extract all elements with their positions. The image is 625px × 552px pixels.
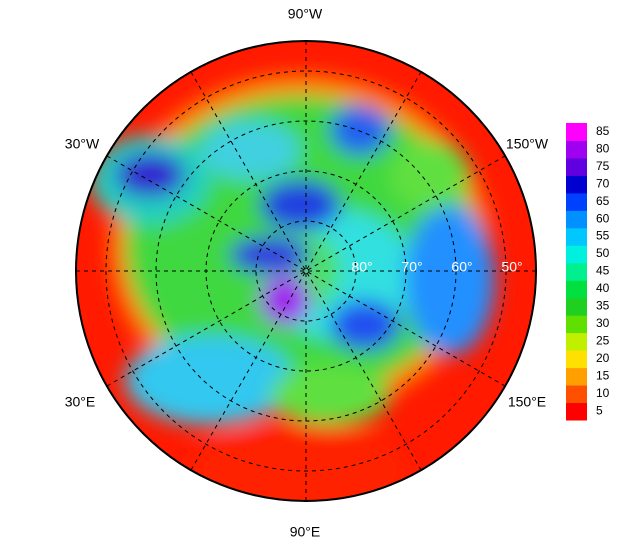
colorbar-tick-label: 25 (596, 334, 610, 348)
colorbar-tick-label: 65 (596, 194, 610, 208)
colorbar-tick-label: 30 (596, 316, 610, 330)
map-border (75, 40, 537, 502)
colorbar-band (566, 210, 587, 229)
colorbar-band (566, 297, 587, 316)
latitude-label: 80° (351, 259, 372, 275)
colorbar-band (566, 157, 587, 176)
colorbar-tick-label: 5 (596, 403, 603, 417)
colorbar-tick-label: 55 (596, 229, 610, 243)
colorbar-band (566, 280, 587, 299)
colorbar: 5 10 15 20 25 30 35 40 45 50 55 60 65 70 75 80 85 (566, 123, 610, 421)
colorbar-tick-label: 35 (596, 299, 610, 313)
colorbar-tick-label: 10 (596, 386, 610, 400)
longitude-label: 150°E (508, 394, 546, 410)
longitude-label: 30°E (65, 394, 96, 410)
colorbar-band (566, 175, 587, 194)
colorbar-band (566, 123, 587, 141)
colorbar-tick-label: 15 (596, 368, 610, 382)
colorbar-tick-label: 60 (596, 211, 610, 225)
colorbar-band (566, 332, 587, 351)
colorbar-tick-label: 45 (596, 264, 610, 278)
longitude-label: 150°W (506, 136, 549, 152)
colorbar-tick-label: 85 (596, 124, 610, 138)
polar-map (76, 41, 536, 501)
longitude-label: 30°W (65, 136, 100, 152)
colorbar-tick-label: 20 (596, 351, 610, 365)
latitude-label: 70° (401, 259, 422, 275)
colorbar-band (566, 245, 587, 264)
colorbar-tick-label: 50 (596, 246, 610, 260)
latitude-label: 60° (451, 259, 472, 275)
colorbar-band (566, 367, 587, 386)
colorbar-band (566, 262, 587, 281)
colorbar-tick-label: 70 (596, 176, 610, 190)
colorbar-band (566, 402, 587, 421)
colorbar-tick-label: 40 (596, 281, 610, 295)
colorbar-tick-label: 75 (596, 159, 610, 173)
colorbar-tick-label: 80 (596, 141, 610, 155)
colorbar-band (566, 350, 587, 369)
longitude-label: 90°E (290, 524, 321, 540)
colorbar-band (566, 315, 587, 334)
colorbar-band (566, 140, 587, 159)
latitude-label: 50° (501, 259, 522, 275)
longitude-label: 90°W (288, 6, 323, 22)
colorbar-band (566, 227, 587, 246)
colorbar-band (566, 385, 587, 404)
colorbar-band (566, 192, 587, 211)
